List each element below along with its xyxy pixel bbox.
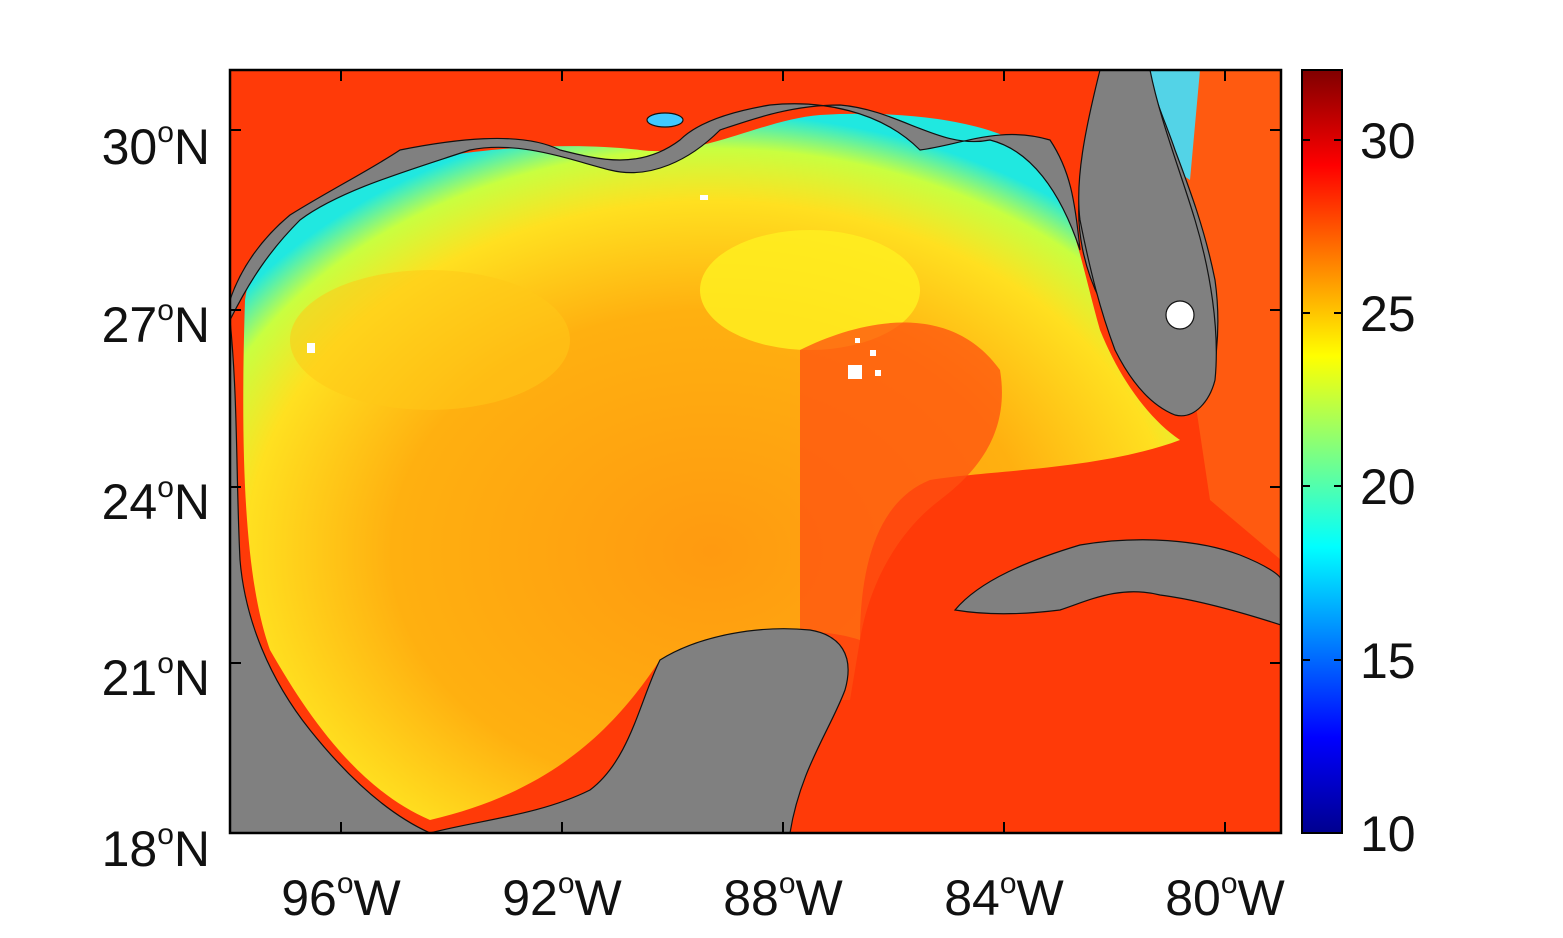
- lat-label-24: 24oN: [102, 471, 210, 530]
- warm-core-eddy: [700, 230, 920, 350]
- loop-current: [800, 322, 1002, 700]
- land-cuba: [953, 539, 1281, 626]
- land-mexico-west: [230, 319, 431, 833]
- lat-label-21: 21oN: [102, 647, 210, 706]
- cool-shelf-patch: [290, 270, 570, 410]
- lat-label-30: 30oN: [102, 116, 210, 175]
- colorbar-gradient: [1301, 69, 1343, 834]
- colorbar-label-10: 10: [1360, 806, 1416, 862]
- land: [230, 70, 1281, 833]
- colorbar-label-15: 15: [1360, 633, 1416, 689]
- missing-data-pixels: [307, 195, 881, 379]
- lon-label-84: 84oW: [944, 867, 1064, 926]
- lake-pontchartrain: [646, 112, 684, 128]
- colorbar-tick-labels: 10 15 20 25 30: [1360, 113, 1416, 862]
- colorbar: 10 15 20 25 30: [1301, 69, 1416, 862]
- lon-label-88: 88oW: [723, 867, 843, 926]
- colorbar-label-30: 30: [1360, 113, 1416, 169]
- lake-okeechobee: [1165, 300, 1195, 330]
- lat-tick-labels: 18oN 21oN 24oN 27oN 30oN: [102, 116, 210, 877]
- lat-ticks: [230, 129, 1281, 664]
- colorbar-label-25: 25: [1360, 286, 1416, 342]
- lat-label-18: 18oN: [102, 818, 210, 877]
- land-yucatan: [429, 628, 849, 833]
- colorbar-label-20: 20: [1360, 459, 1416, 515]
- lat-label-27: 27oN: [102, 294, 210, 353]
- lon-label-96: 96oW: [281, 867, 401, 926]
- lon-tick-labels: 96oW 92oW 88oW 84oW 80oW: [281, 867, 1285, 926]
- lon-ticks: [340, 70, 1226, 833]
- map-panel: [230, 70, 1281, 833]
- lon-label-92: 92oW: [502, 867, 622, 926]
- map-frame: [228, 68, 1283, 835]
- lon-label-80: 80oW: [1165, 867, 1285, 926]
- colorbar-ticks: [1302, 139, 1342, 834]
